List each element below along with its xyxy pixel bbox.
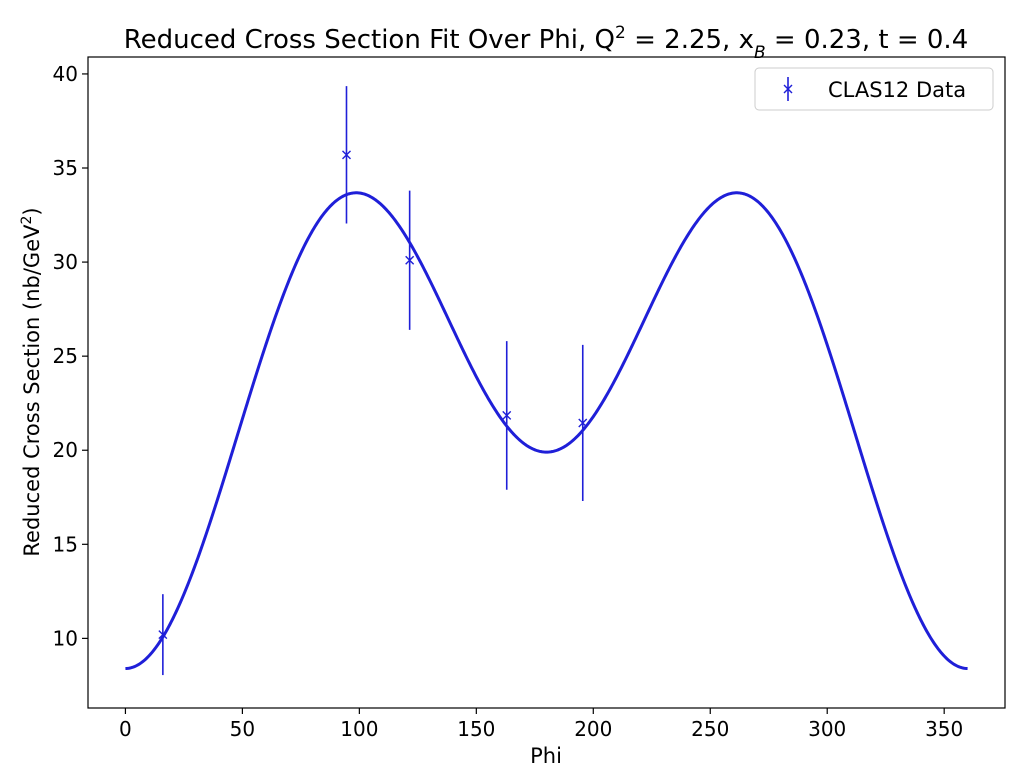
y-tick-label: 35 [53, 156, 78, 180]
legend-x-marker [783, 84, 793, 94]
title-q-superscript: 2 [615, 23, 626, 43]
legend: CLAS12 Data [754, 67, 994, 111]
axes-frame [87, 56, 1006, 709]
plot-area [125, 86, 968, 676]
x-marker-stroke [341, 150, 351, 160]
y-tick-label: 10 [53, 626, 78, 650]
x-marker-stroke [502, 410, 512, 420]
x-marker-stroke [578, 418, 588, 428]
x-tick-label: 150 [457, 717, 495, 741]
x-marker-stroke [405, 255, 415, 265]
y-tick-label: 20 [53, 438, 78, 462]
data-point [502, 341, 512, 490]
x-tick-label: 200 [574, 717, 612, 741]
data-point [341, 86, 351, 224]
y-tick-label: 15 [53, 532, 78, 556]
y-tick-label: 25 [53, 344, 78, 368]
y-label-superscript: 2 [19, 216, 35, 225]
x-tick-label: 250 [691, 717, 729, 741]
legend-label: CLAS12 Data [828, 78, 966, 102]
x-tick-label: 50 [230, 717, 255, 741]
data-point [158, 594, 168, 676]
title-x-subscript: B [754, 43, 766, 63]
fit-curve [125, 191, 968, 670]
x-tick-label: 100 [340, 717, 378, 741]
x-marker-stroke [158, 630, 168, 640]
x-tick-label: 0 [119, 717, 132, 741]
x-tick-label: 300 [808, 717, 846, 741]
y-tick-label: 40 [53, 62, 78, 86]
x-tick-label: 350 [925, 717, 963, 741]
y-axis-label: Reduced Cross Section (nb/GeV2) [19, 207, 44, 556]
data-point [405, 190, 415, 330]
y-tick-label: 30 [53, 250, 78, 274]
y-axis: 10 15 20 25 30 35 40 [53, 62, 88, 650]
x-axis-label: Phi [530, 744, 562, 768]
data-point [578, 344, 588, 502]
axes-border [87, 56, 1006, 709]
chart-title: Reduced Cross Section Fit Over Phi, Q2 =… [124, 23, 968, 63]
x-axis: 0 50 100 150 200 250 300 350 [119, 708, 963, 741]
legend-box [754, 67, 994, 111]
